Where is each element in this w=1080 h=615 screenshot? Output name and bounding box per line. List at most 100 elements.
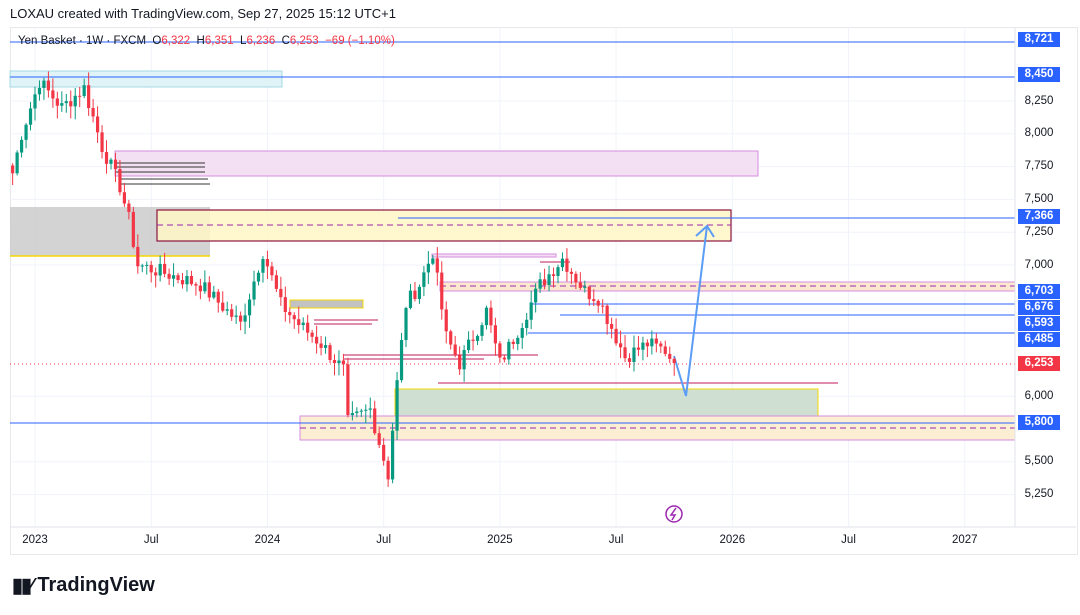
candle-body bbox=[118, 169, 122, 193]
y-tick-label: 7,000 bbox=[1024, 258, 1054, 271]
price-level-tag: 7,366 bbox=[1018, 209, 1060, 225]
candle-body bbox=[650, 338, 654, 347]
candle-body bbox=[301, 322, 305, 326]
candle-body bbox=[33, 94, 37, 109]
candle bbox=[587, 285, 591, 306]
lightning-icon bbox=[665, 505, 683, 523]
x-tick-label: Jul bbox=[841, 534, 856, 546]
candle-body bbox=[373, 408, 377, 434]
candle bbox=[176, 272, 180, 284]
candle-body bbox=[659, 343, 663, 347]
high-value: 6,351 bbox=[204, 35, 234, 47]
candle-body bbox=[60, 103, 64, 106]
y-tick-label: 7,500 bbox=[1024, 192, 1054, 205]
candle bbox=[319, 335, 323, 356]
candle bbox=[368, 397, 372, 419]
x-tick-label: 2027 bbox=[951, 534, 978, 546]
candle bbox=[413, 281, 417, 302]
candle bbox=[297, 306, 301, 334]
candle bbox=[78, 86, 82, 108]
symbol-legend: Yen Basket · 1W · FXCM O6,322 H6,351 L6,… bbox=[18, 35, 395, 47]
current-price-tag: 6,253 bbox=[1018, 355, 1060, 371]
candle bbox=[51, 78, 55, 108]
candle-body bbox=[355, 411, 359, 414]
candle-body bbox=[618, 343, 623, 348]
candle-body bbox=[569, 271, 573, 274]
candle-body bbox=[587, 286, 591, 300]
candle-body bbox=[243, 315, 247, 322]
x-tick-label: 2023 bbox=[22, 534, 48, 546]
candle bbox=[668, 346, 672, 363]
candle bbox=[82, 78, 86, 99]
candle-body bbox=[221, 302, 225, 311]
candle-body bbox=[149, 264, 153, 273]
zone-supply bbox=[156, 209, 732, 242]
y-tick-label: 8,250 bbox=[1024, 94, 1054, 107]
candle bbox=[28, 101, 33, 131]
candle bbox=[118, 159, 122, 196]
candle-body bbox=[645, 342, 649, 347]
candle bbox=[189, 270, 194, 286]
candle bbox=[104, 140, 109, 174]
tradingview-logo[interactable]: ▮▮⁄ TradingView bbox=[12, 573, 155, 598]
chart-frame[interactable] bbox=[10, 27, 1078, 555]
candle bbox=[663, 340, 667, 357]
symbol-name[interactable]: Yen Basket · 1W · FXCM bbox=[18, 35, 147, 47]
candle bbox=[87, 72, 91, 116]
candle bbox=[131, 206, 135, 249]
candle bbox=[659, 341, 663, 354]
candle-body bbox=[28, 108, 33, 125]
candle bbox=[449, 329, 453, 350]
candle-body bbox=[167, 273, 171, 279]
candle-body bbox=[252, 281, 256, 300]
candle bbox=[623, 335, 627, 363]
candle-body bbox=[51, 90, 55, 99]
candle-body bbox=[171, 275, 176, 279]
y-tick-label: 5,500 bbox=[1024, 455, 1054, 468]
candle bbox=[440, 261, 444, 320]
high-label: H bbox=[196, 35, 205, 47]
candle bbox=[632, 335, 636, 372]
candle-body bbox=[247, 299, 252, 316]
candles bbox=[11, 71, 676, 487]
candle-body bbox=[131, 211, 135, 247]
close-label: C bbox=[281, 35, 290, 47]
candle bbox=[221, 291, 225, 313]
candle-body bbox=[668, 353, 672, 359]
candle bbox=[480, 322, 484, 342]
candle bbox=[672, 357, 676, 376]
candle-body bbox=[46, 80, 51, 91]
candle bbox=[145, 261, 149, 275]
candle bbox=[203, 270, 207, 294]
candle-body bbox=[431, 258, 435, 264]
candle bbox=[560, 252, 565, 272]
candle bbox=[154, 267, 158, 288]
candle bbox=[471, 330, 475, 351]
candle-body bbox=[395, 380, 399, 431]
candle bbox=[55, 91, 59, 119]
candle-body bbox=[69, 101, 73, 107]
candle bbox=[73, 88, 77, 120]
candle-body bbox=[359, 410, 363, 412]
candle-body bbox=[368, 408, 372, 410]
candle bbox=[306, 314, 310, 341]
zone-purple-mid bbox=[439, 281, 1016, 292]
candle-body bbox=[100, 132, 104, 153]
candle-body bbox=[306, 322, 310, 333]
candle bbox=[24, 123, 28, 149]
candle bbox=[247, 293, 252, 328]
candle-body bbox=[614, 328, 618, 344]
y-tick-label: 5,250 bbox=[1024, 488, 1054, 501]
candle bbox=[64, 93, 68, 113]
candle-body bbox=[556, 267, 560, 276]
x-tick-label: 2025 bbox=[487, 534, 513, 546]
candle bbox=[493, 317, 498, 356]
zone-bottom bbox=[299, 415, 1016, 441]
candle-body bbox=[122, 192, 126, 204]
candle bbox=[355, 407, 359, 418]
change-value: −69 (−1.10%) bbox=[325, 35, 395, 47]
candle-body bbox=[24, 124, 28, 140]
candle-body bbox=[145, 264, 149, 266]
low-value: 6,236 bbox=[246, 35, 276, 47]
